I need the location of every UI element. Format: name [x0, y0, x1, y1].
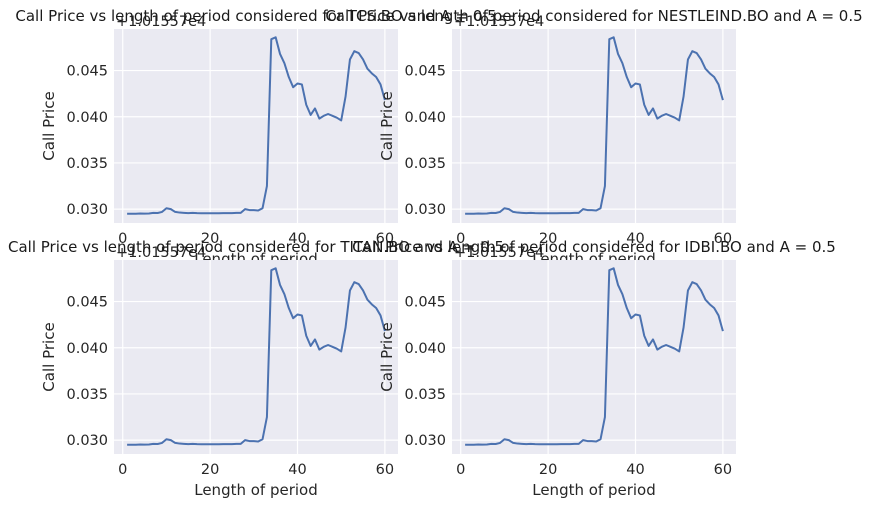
y-tick-label: 0.030 [404, 433, 446, 449]
y-tick-label: 0.035 [404, 156, 446, 172]
y-tick-label: 0.045 [404, 295, 446, 311]
offset-text: +1.01557e4 [116, 245, 206, 261]
x-tick-label: 60 [376, 231, 394, 247]
y-tick-label: 0.040 [404, 110, 446, 126]
series-line [127, 267, 386, 446]
y-axis-label: Call Price [378, 322, 396, 391]
offset-text: +1.01557e4 [454, 14, 544, 30]
offset-text: +1.01557e4 [116, 14, 206, 30]
y-axis-label: Call Price [40, 91, 58, 160]
plot-background [452, 260, 736, 454]
x-tick-label: 0 [456, 462, 465, 478]
y-tick-label: 0.045 [404, 64, 446, 80]
y-tick-label: 0.030 [66, 433, 108, 449]
y-tick-label: 0.035 [66, 156, 108, 172]
x-tick-label: 20 [201, 231, 219, 247]
series-line [127, 36, 386, 215]
y-tick-label: 0.040 [66, 110, 108, 126]
x-tick-label: 20 [539, 231, 557, 247]
y-tick-label: 0.045 [66, 64, 108, 80]
series-line [465, 267, 724, 446]
y-tick-label: 0.035 [66, 387, 108, 403]
subplot-idbi: 0 20 40 60 0.030 0.035 0.040 0.045 +1.01557e4 L… [352, 238, 836, 499]
x-tick-label: 20 [539, 462, 557, 478]
x-tick-label: 40 [288, 231, 306, 247]
y-tick-label: 0.030 [66, 202, 108, 218]
chart-title: Call Price vs length of period considere… [15, 7, 496, 25]
x-tick-label: 60 [714, 462, 732, 478]
x-tick-label: 20 [201, 462, 219, 478]
x-tick-label: 40 [626, 231, 644, 247]
plot-background [452, 29, 736, 223]
y-axis-label: Call Price [378, 91, 396, 160]
y-tick-label: 0.040 [66, 341, 108, 357]
x-tick-label: 40 [288, 462, 306, 478]
plot-background [114, 29, 398, 223]
x-tick-label: 0 [118, 231, 127, 247]
y-tick-label: 0.040 [404, 341, 446, 357]
x-tick-label: 60 [376, 462, 394, 478]
x-axis-label: Length of period [532, 481, 656, 499]
y-tick-label: 0.035 [404, 387, 446, 403]
x-tick-label: 60 [714, 231, 732, 247]
series-line [465, 36, 724, 215]
chart-title: Call Price vs length of period considere… [325, 7, 862, 25]
x-tick-label: 0 [456, 231, 465, 247]
plot-background [114, 260, 398, 454]
chart-title: Call Price vs length of period considere… [352, 238, 836, 256]
offset-text: +1.01557e4 [454, 245, 544, 261]
y-axis-label: Call Price [40, 322, 58, 391]
y-tick-label: 0.030 [404, 202, 446, 218]
chart-title: Call Price vs length of period considere… [8, 238, 504, 256]
y-tick-label: 0.045 [66, 295, 108, 311]
subplot-titan: 0 20 40 60 0.030 0.035 0.040 0.045 +1.01557e4 L… [8, 238, 504, 499]
x-axis-label: Length of period [194, 481, 318, 499]
x-tick-label: 40 [626, 462, 644, 478]
x-tick-label: 0 [118, 462, 127, 478]
